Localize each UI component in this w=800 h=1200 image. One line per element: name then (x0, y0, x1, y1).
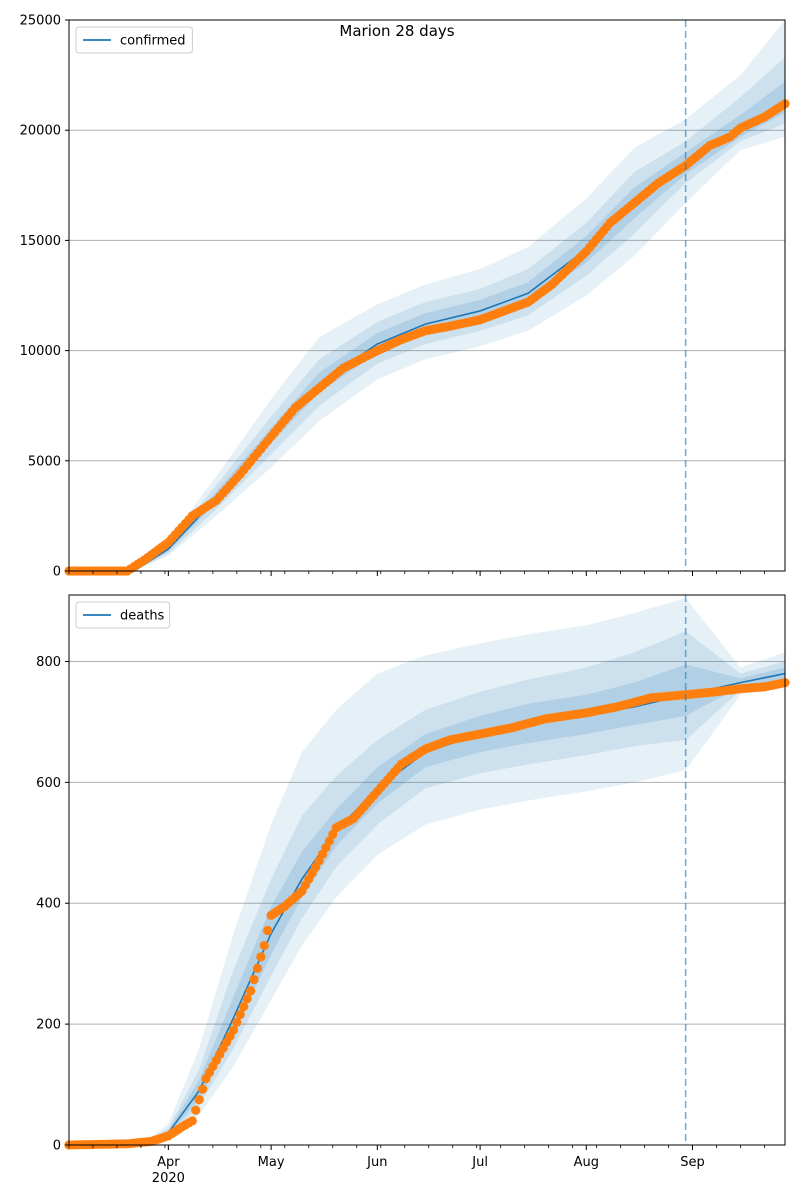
y-tick-label: 800 (36, 655, 61, 670)
uncertainty-band-outer (69, 20, 785, 571)
axes-frame (68, 19, 786, 572)
y-tick-label: 5000 (28, 454, 61, 469)
observed-point (259, 940, 269, 951)
observed-point (232, 1017, 242, 1027)
observed-point (235, 1009, 245, 1020)
observed-point (245, 986, 256, 996)
observed-point (187, 1116, 197, 1126)
observed-point (191, 1105, 201, 1115)
y-tick-label: 200 (36, 1018, 61, 1033)
x-tick-label: Sep (680, 1155, 705, 1170)
observed-point (256, 952, 266, 962)
uncertainty-band-middle (69, 631, 785, 1145)
y-tick-label: 0 (53, 1139, 61, 1154)
observed-point (228, 1025, 239, 1035)
observed-point (198, 1084, 208, 1094)
y-tick-label: 0 (53, 565, 61, 580)
uncertainty-band-middle (69, 57, 785, 571)
y-tick-label: 10000 (20, 344, 61, 359)
x-tick-label: Apr (157, 1155, 180, 1170)
figure-title: Marion 28 days (339, 22, 454, 40)
x-tick-label: May (258, 1155, 285, 1170)
y-tick-label: 15000 (20, 234, 61, 249)
x-tick-label: Jul (471, 1155, 488, 1170)
observed-point (249, 974, 259, 985)
y-tick-label: 25000 (20, 14, 61, 29)
observed-point (194, 1095, 204, 1105)
observed-point (239, 1001, 249, 1012)
x-tick-sublabel: 2020 (152, 1171, 185, 1186)
legend: deaths (75, 601, 171, 629)
legend: confirmed (75, 26, 193, 54)
axes-frame (68, 594, 786, 1146)
observed-point (242, 994, 252, 1004)
y-tick-label: 20000 (20, 124, 61, 139)
legend-label: deaths (120, 609, 165, 624)
observed-points (64, 99, 790, 576)
observed-point (263, 925, 273, 936)
x-tick-label: Jun (366, 1155, 387, 1170)
observed-points (64, 678, 790, 1150)
y-tick-label: 400 (36, 897, 61, 912)
legend-box (75, 601, 171, 629)
legend-label: confirmed (120, 34, 186, 49)
confirmed-panel: 0 5000 10000 15000 20000 25000 confirmed (20, 14, 790, 580)
uncertainty-band-inner (69, 664, 785, 1145)
observed-point (252, 963, 263, 973)
legend-box (75, 26, 193, 54)
y-tick-label: 600 (36, 776, 61, 791)
x-tick-label: Aug (574, 1155, 599, 1170)
